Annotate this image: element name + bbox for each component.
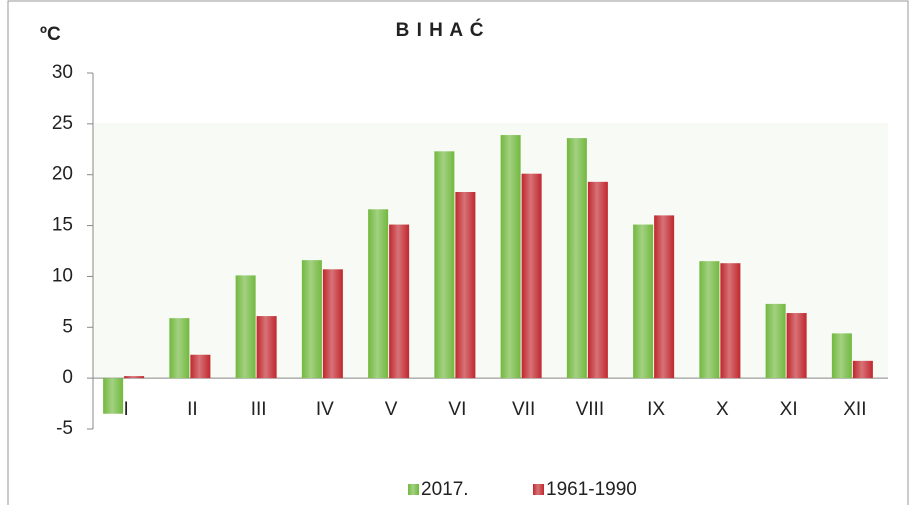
bar bbox=[124, 376, 145, 379]
x-tick-label: XII bbox=[843, 399, 866, 420]
x-tick-label: V bbox=[385, 399, 398, 420]
x-tick-label: III bbox=[251, 399, 267, 420]
bar bbox=[455, 192, 476, 379]
y-tick-label: 5 bbox=[62, 316, 73, 337]
bar bbox=[633, 224, 654, 379]
x-tick-label: IX bbox=[647, 399, 665, 420]
x-tick-label: VIII bbox=[576, 399, 605, 420]
bar bbox=[256, 316, 277, 379]
legend-label: 1961-1990 bbox=[546, 479, 637, 500]
y-tick-label: -5 bbox=[56, 418, 73, 439]
x-tick-label: I bbox=[123, 399, 128, 420]
bar bbox=[235, 275, 256, 379]
bar bbox=[368, 209, 389, 379]
chart-frame bbox=[7, 0, 909, 505]
bar bbox=[566, 138, 587, 379]
legend-swatch bbox=[408, 484, 419, 495]
bar bbox=[389, 224, 410, 379]
bar bbox=[322, 269, 343, 379]
bar bbox=[521, 173, 542, 379]
x-tick-label: XI bbox=[780, 399, 798, 420]
bar bbox=[301, 260, 322, 379]
legend-label: 2017. bbox=[421, 479, 469, 500]
bar bbox=[190, 354, 211, 379]
y-tick-label: 30 bbox=[52, 62, 73, 83]
bar bbox=[852, 360, 873, 379]
bar bbox=[765, 303, 786, 379]
bar bbox=[654, 215, 675, 379]
bar bbox=[720, 263, 741, 379]
chart-title: B I H A Ć bbox=[396, 19, 485, 41]
bar bbox=[786, 313, 807, 379]
legend-swatch bbox=[533, 484, 544, 495]
x-tick-label: IV bbox=[316, 399, 334, 420]
x-tick-label: II bbox=[187, 399, 198, 420]
x-tick-label: VI bbox=[448, 399, 466, 420]
plot-area bbox=[93, 123, 888, 379]
bar bbox=[103, 378, 124, 414]
y-axis-label: ºC bbox=[40, 24, 61, 45]
x-tick-label: X bbox=[716, 399, 729, 420]
bar bbox=[169, 318, 190, 379]
bar bbox=[831, 333, 852, 379]
x-tick-label: VII bbox=[512, 399, 535, 420]
bar bbox=[500, 135, 521, 379]
y-tick-label: 10 bbox=[52, 265, 73, 286]
y-tick-label: 20 bbox=[52, 164, 73, 185]
bar bbox=[587, 181, 608, 379]
bar bbox=[434, 151, 455, 379]
y-tick-label: 25 bbox=[52, 113, 73, 134]
y-tick-label: 15 bbox=[52, 215, 73, 236]
bar bbox=[699, 261, 720, 379]
y-tick-label: 0 bbox=[62, 367, 73, 388]
